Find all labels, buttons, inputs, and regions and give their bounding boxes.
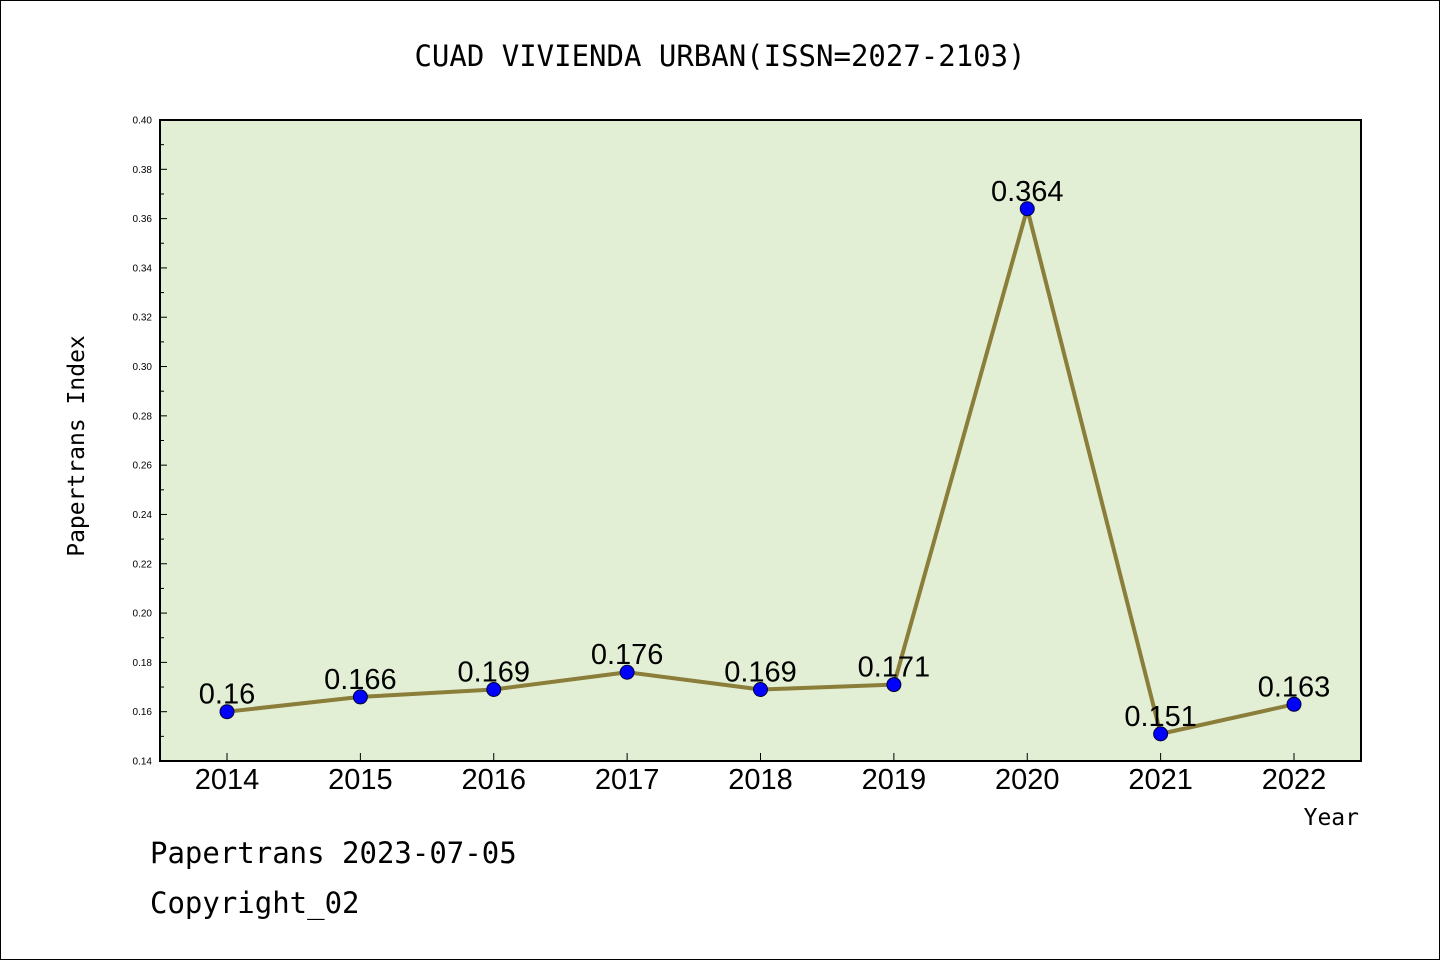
x-tick-label: 2014 (195, 764, 260, 796)
chart-title: CUAD VIVIENDA URBAN(ISSN=2027-2103) (414, 39, 1025, 73)
y-tick-label: 0.26 (133, 461, 153, 472)
data-label: 0.151 (1124, 701, 1197, 733)
data-point (753, 682, 768, 698)
data-label: 0.171 (858, 652, 931, 684)
data-label: 0.169 (724, 657, 797, 689)
y-tick-label: 0.36 (133, 214, 153, 225)
y-tick-label: 0.32 (133, 313, 153, 324)
y-axis-title: Papertrans Index (64, 335, 90, 557)
data-label: 0.364 (991, 176, 1064, 208)
data-label: 0.169 (457, 657, 530, 689)
y-tick-label: 0.22 (133, 559, 153, 570)
x-tick-label: 2018 (728, 764, 793, 796)
data-label: 0.16 (199, 679, 255, 711)
y-tick-label: 0.34 (133, 263, 153, 274)
data-point (619, 664, 635, 680)
footer-copyright-line: Copyright_02 (150, 886, 360, 920)
data-labels: 0.16 0.166 0.169 0.176 0.169 0.171 0.364 0.151 0… (199, 176, 1331, 733)
y-tick-label: 0.24 (133, 510, 153, 521)
y-axis: 0.14 0.16 0.18 0.20 0.22 0.24 0.26 0.28 0.30 0.32… (133, 116, 167, 768)
y-tick-label: 0.20 (133, 609, 153, 620)
data-label: 0.176 (591, 639, 664, 671)
x-tick-label: 2016 (461, 764, 526, 796)
y-tick-label: 0.18 (133, 658, 153, 669)
data-markers (219, 201, 1302, 742)
data-point (219, 704, 235, 720)
data-point (1153, 726, 1169, 742)
x-tick-label: 2019 (862, 764, 927, 796)
y-tick-label: 0.14 (133, 757, 153, 768)
plot-area (159, 119, 1362, 762)
y-tick-label: 0.28 (133, 411, 153, 422)
data-label: 0.163 (1258, 671, 1331, 703)
data-point (352, 689, 368, 705)
x-tick-label: 2017 (595, 764, 660, 796)
footer-date-line: Papertrans 2023-07-05 (150, 836, 517, 870)
data-point (486, 682, 502, 698)
x-axis: 2014 2015 2016 2017 2018 2019 2020 2021 2022 (195, 753, 1327, 796)
x-axis-title: Year (1304, 805, 1359, 831)
x-tick-label: 2021 (1128, 764, 1193, 796)
y-tick-label: 0.40 (133, 116, 153, 127)
x-tick-label: 2020 (995, 764, 1060, 796)
x-tick-label: 2015 (328, 764, 393, 796)
data-point (886, 677, 902, 693)
data-point (1019, 201, 1035, 217)
data-point (1286, 696, 1302, 712)
y-tick-label: 0.38 (133, 165, 153, 176)
y-tick-label: 0.30 (133, 362, 153, 373)
data-label: 0.166 (324, 664, 397, 696)
x-tick-label: 2022 (1262, 764, 1327, 796)
y-tick-label: 0.16 (133, 707, 153, 718)
